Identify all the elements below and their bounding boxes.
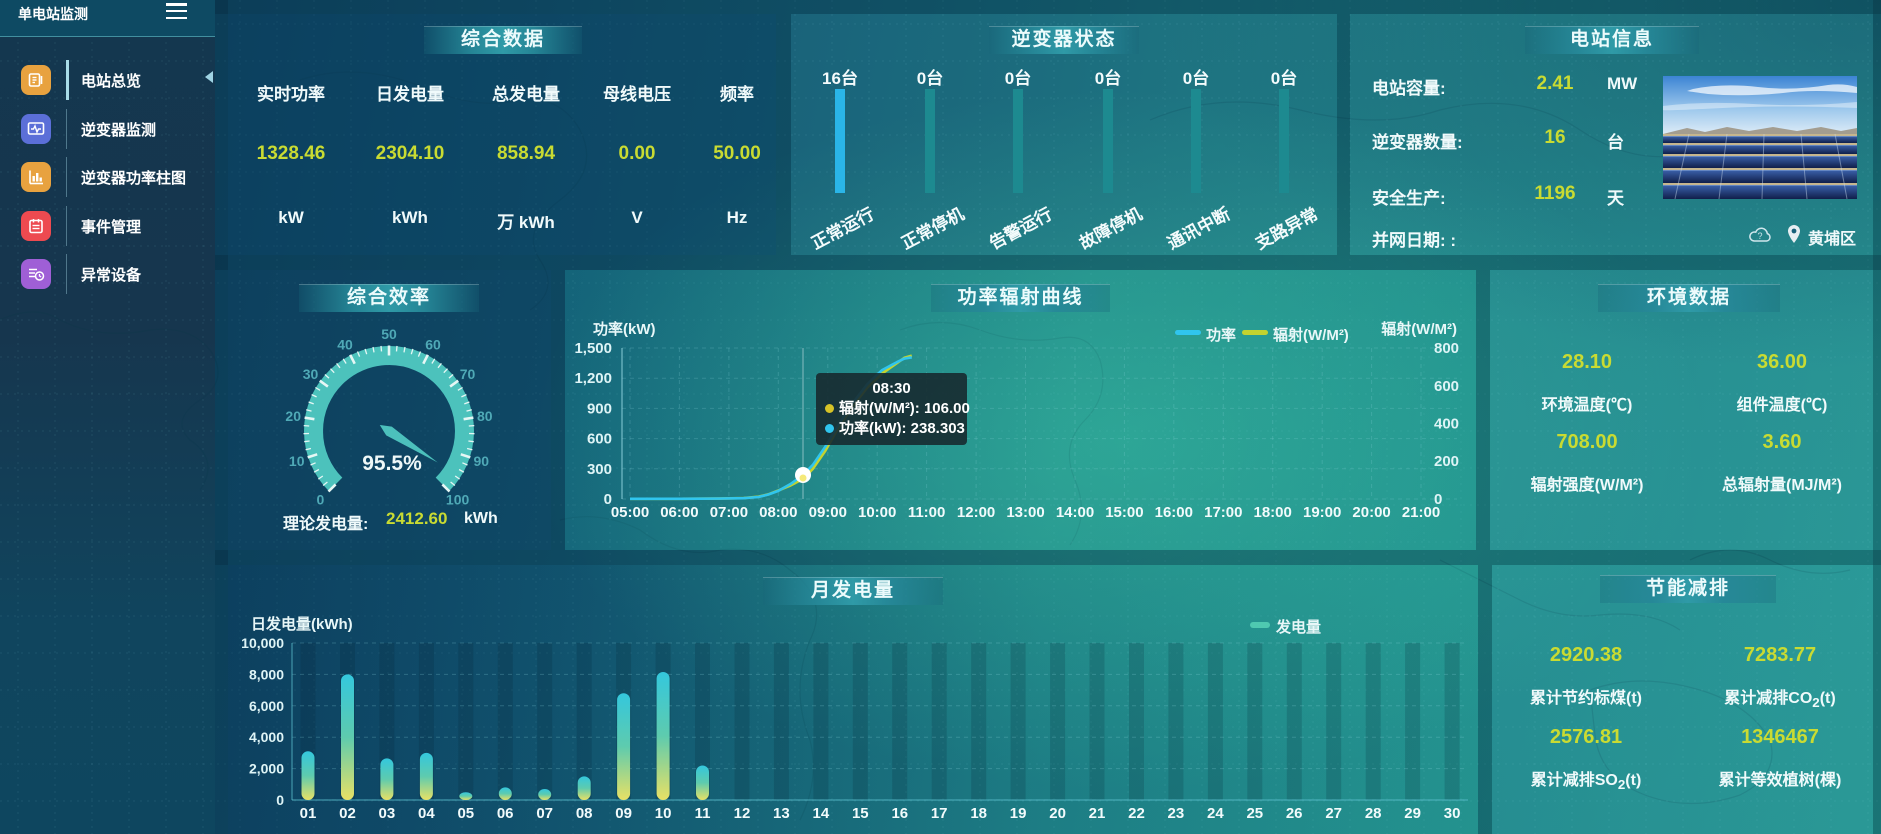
svg-text:13:00: 13:00: [1006, 504, 1044, 521]
svg-text:25: 25: [1246, 805, 1263, 822]
svg-text:600: 600: [1434, 378, 1459, 395]
svg-text:08: 08: [576, 805, 593, 822]
svg-text:11: 11: [695, 805, 711, 822]
svg-text:05:00: 05:00: [611, 504, 649, 521]
svg-text:07: 07: [536, 805, 553, 822]
svg-text:40: 40: [337, 337, 353, 353]
svg-text:14:00: 14:00: [1056, 504, 1094, 521]
svg-text:17:00: 17:00: [1204, 504, 1242, 521]
svg-text:0: 0: [317, 492, 325, 508]
svg-text:19:00: 19:00: [1303, 504, 1341, 521]
svg-text:19: 19: [1010, 805, 1027, 822]
svg-text:29: 29: [1404, 805, 1421, 822]
svg-text:12: 12: [734, 805, 751, 822]
svg-text:10: 10: [655, 805, 672, 822]
svg-text:01: 01: [300, 805, 317, 822]
svg-text:21:00: 21:00: [1402, 504, 1440, 521]
svg-text:20: 20: [285, 408, 301, 424]
svg-text:0: 0: [1434, 491, 1442, 508]
svg-text:13: 13: [773, 805, 790, 822]
svg-text:辐射(W/M²): 辐射(W/M²): [1381, 320, 1457, 338]
svg-text:400: 400: [1434, 416, 1459, 433]
svg-text:80: 80: [477, 408, 493, 424]
svg-text:日发电量(kWh): 日发电量(kWh): [251, 615, 353, 633]
svg-text:?: ?: [1757, 231, 1762, 241]
svg-text:0: 0: [276, 792, 284, 808]
svg-text:15: 15: [852, 805, 869, 822]
svg-text:11:00: 11:00: [908, 504, 946, 521]
svg-text:1,200: 1,200: [574, 370, 612, 387]
svg-text:12:00: 12:00: [957, 504, 995, 521]
svg-text:24: 24: [1207, 805, 1224, 822]
svg-text:03: 03: [379, 805, 396, 822]
svg-text:10,000: 10,000: [241, 635, 284, 651]
svg-text:18:00: 18:00: [1254, 504, 1292, 521]
svg-text:10:00: 10:00: [858, 504, 896, 521]
svg-text:30: 30: [1444, 805, 1461, 822]
svg-text:06: 06: [497, 805, 514, 822]
svg-text:20:00: 20:00: [1352, 504, 1390, 521]
svg-text:发电量: 发电量: [1275, 618, 1321, 636]
svg-text:16:00: 16:00: [1155, 504, 1193, 521]
svg-text:20: 20: [1049, 805, 1066, 822]
svg-text:100: 100: [446, 492, 470, 508]
svg-text:21: 21: [1089, 805, 1106, 822]
svg-text:02: 02: [339, 805, 356, 822]
svg-text:1,500: 1,500: [574, 340, 612, 357]
svg-text:600: 600: [587, 431, 612, 448]
svg-text:90: 90: [474, 453, 490, 469]
svg-text:95.5%: 95.5%: [362, 452, 422, 475]
svg-text:09: 09: [615, 805, 632, 822]
svg-text:0: 0: [604, 491, 612, 508]
svg-text:功率(kW): 功率(kW): [593, 320, 656, 338]
svg-text:60: 60: [425, 337, 441, 353]
svg-text:2,000: 2,000: [249, 761, 284, 777]
svg-text:200: 200: [1434, 453, 1459, 470]
svg-text:4,000: 4,000: [249, 729, 284, 745]
svg-text:07:00: 07:00: [710, 504, 748, 521]
svg-text:06:00: 06:00: [660, 504, 698, 521]
svg-text:900: 900: [587, 400, 612, 417]
svg-text:05: 05: [457, 805, 474, 822]
svg-text:16: 16: [891, 805, 908, 822]
svg-text:18: 18: [970, 805, 987, 822]
svg-text:22: 22: [1128, 805, 1145, 822]
svg-text:10: 10: [289, 453, 305, 469]
svg-text:70: 70: [460, 366, 476, 382]
svg-text:09:00: 09:00: [809, 504, 847, 521]
svg-text:14: 14: [813, 805, 830, 822]
svg-text:17: 17: [931, 805, 948, 822]
svg-text:功率: 功率: [1206, 326, 1236, 344]
svg-text:23: 23: [1168, 805, 1185, 822]
svg-text:辐射(W/M²): 辐射(W/M²): [1273, 326, 1349, 344]
svg-text:300: 300: [587, 461, 612, 478]
svg-text:28: 28: [1365, 805, 1382, 822]
svg-text:26: 26: [1286, 805, 1303, 822]
svg-text:08:00: 08:00: [759, 504, 797, 521]
svg-text:30: 30: [303, 366, 319, 382]
svg-text:800: 800: [1434, 340, 1459, 357]
svg-text:6,000: 6,000: [249, 698, 284, 714]
svg-text:8,000: 8,000: [249, 666, 284, 682]
svg-text:27: 27: [1325, 805, 1342, 822]
svg-text:50: 50: [381, 326, 397, 342]
svg-text:04: 04: [418, 805, 435, 822]
svg-text:15:00: 15:00: [1105, 504, 1143, 521]
